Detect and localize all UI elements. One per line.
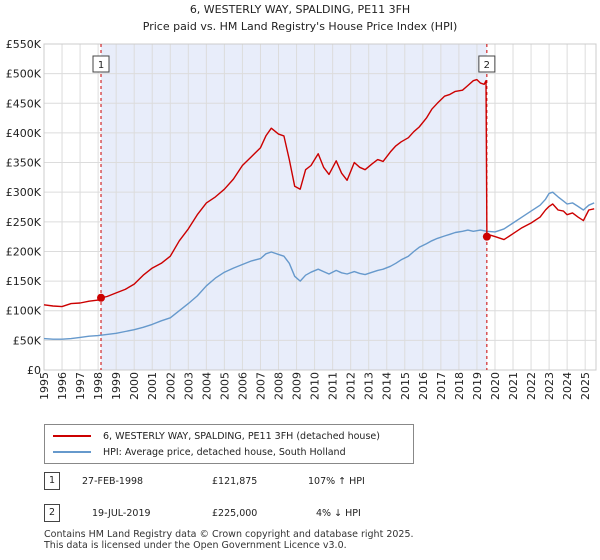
- sale-price: £121,875: [212, 476, 258, 487]
- x-tick-label: 2022: [525, 372, 538, 400]
- sale-number-badge: 1: [44, 472, 60, 490]
- sale-marker-box: [478, 55, 496, 73]
- sale-price: £225,000: [212, 508, 258, 519]
- x-tick-label: 2010: [309, 372, 322, 400]
- y-tick-label: £500K: [6, 68, 42, 81]
- footer-line-1: Contains HM Land Registry data © Crown c…: [44, 529, 414, 540]
- x-tick-label: 2015: [399, 372, 412, 400]
- sale-marker-label: 1: [98, 60, 104, 71]
- x-tick-label: 2017: [435, 372, 448, 400]
- x-tick-label: 1999: [110, 372, 123, 400]
- x-tick-label: 2013: [363, 372, 376, 400]
- x-tick-label: 2002: [164, 372, 177, 400]
- sale-marker-box: [92, 55, 110, 73]
- sale-row: 2 19-JUL-2019 £225,000 4% ↓ HPI: [44, 504, 404, 524]
- y-tick-label: £100K: [6, 305, 42, 318]
- x-tick-label: 2004: [200, 372, 213, 400]
- attribution-footer: Contains HM Land Registry data © Crown c…: [44, 529, 414, 551]
- legend-item-property: 6, WESTERLY WAY, SPALDING, PE11 3FH (det…: [53, 429, 380, 443]
- plot-border: [43, 43, 597, 371]
- y-tick-label: £200K: [6, 245, 42, 258]
- chart-title: 6, WESTERLY WAY, SPALDING, PE11 3FH: [190, 3, 410, 16]
- x-tick-label: 2011: [327, 372, 340, 400]
- y-tick-label: £300K: [6, 186, 42, 199]
- x-tick-label: 2001: [146, 372, 159, 400]
- x-tick-label: 2000: [128, 372, 141, 400]
- y-tick-label: £150K: [6, 275, 42, 288]
- y-tick-label: £0: [27, 364, 41, 377]
- x-tick-label: 2012: [345, 372, 358, 400]
- price-chart: 6, WESTERLY WAY, SPALDING, PE11 3FH Price…: [6, 3, 597, 400]
- x-tick-label: 2007: [254, 372, 267, 400]
- x-tick-label: 2023: [543, 372, 556, 400]
- y-tick-label: £250K: [6, 216, 42, 229]
- sale-marker-label: 2: [484, 60, 490, 71]
- x-tick-label: 2005: [218, 372, 231, 400]
- y-tick-label: £50K: [13, 334, 42, 347]
- sale-hpi-delta: 4% ↓ HPI: [316, 508, 361, 519]
- y-tick-label: £450K: [6, 97, 42, 110]
- y-tick-label: £550K: [6, 38, 42, 51]
- x-tick-label: 2006: [236, 372, 249, 400]
- x-tick-label: 2009: [291, 372, 304, 400]
- y-tick-label: £400K: [6, 127, 42, 140]
- sale-date: 19-JUL-2019: [92, 508, 151, 519]
- x-tick-label: 2018: [453, 372, 466, 400]
- sale-point: [97, 293, 106, 302]
- x-tick-label: 1997: [74, 372, 87, 400]
- legend-swatch-hpi: [53, 451, 91, 453]
- x-tick-label: 1995: [38, 372, 51, 400]
- chart-subtitle: Price paid vs. HM Land Registry's House …: [143, 20, 458, 33]
- x-tick-label: 2021: [507, 372, 520, 400]
- y-tick-label: £350K: [6, 157, 42, 170]
- series-line-property: [43, 78, 595, 308]
- sale-row: 1 27-FEB-1998 £121,875 107% ↑ HPI: [44, 472, 404, 492]
- x-tick-label: 2019: [471, 372, 484, 400]
- x-tick-label: 2025: [579, 372, 592, 400]
- legend-label-hpi: HPI: Average price, detached house, Sout…: [103, 446, 346, 458]
- legend-swatch-property: [53, 435, 91, 437]
- sale-hpi-delta: 107% ↑ HPI: [308, 476, 365, 487]
- legend-item-hpi: HPI: Average price, detached house, Sout…: [53, 445, 346, 459]
- chart-legend: 6, WESTERLY WAY, SPALDING, PE11 3FH (det…: [44, 424, 414, 464]
- x-tick-label: 2020: [489, 372, 502, 400]
- series-line-hpi: [43, 191, 595, 340]
- footer-line-2: This data is licensed under the Open Gov…: [44, 540, 347, 551]
- x-tick-label: 2014: [381, 372, 394, 400]
- x-tick-label: 1998: [92, 372, 105, 400]
- sale-number-badge: 2: [44, 504, 60, 522]
- x-tick-label: 1996: [56, 372, 69, 400]
- x-tick-label: 2008: [273, 372, 286, 400]
- x-tick-label: 2016: [417, 372, 430, 400]
- sale-point: [482, 232, 491, 241]
- sale-date: 27-FEB-1998: [82, 476, 144, 487]
- x-tick-label: 2003: [182, 372, 195, 400]
- legend-label-property: 6, WESTERLY WAY, SPALDING, PE11 3FH (det…: [103, 430, 380, 442]
- x-tick-label: 2024: [561, 372, 574, 400]
